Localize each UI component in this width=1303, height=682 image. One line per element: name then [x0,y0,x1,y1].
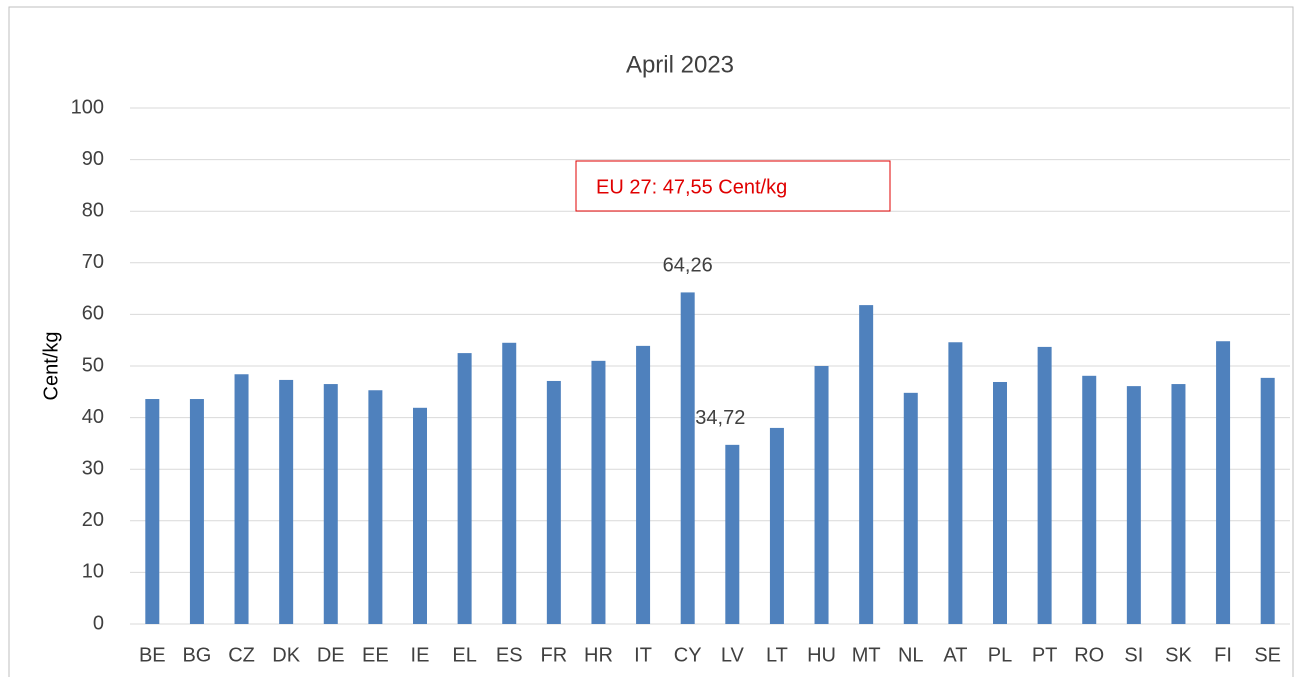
x-tick-label: HR [584,644,613,666]
bar [1037,346,1052,624]
chart-frame [8,6,1294,682]
chart-title: April 2023 [626,51,734,78]
x-tick-label: DK [272,644,300,666]
x-tick-label: LT [766,644,788,666]
y-axis-label: Cent/kg [40,332,62,401]
y-tick-label: 20 [82,509,104,531]
y-tick-label: 60 [82,303,104,325]
x-tick-label: AT [943,644,967,666]
y-tick-label: 10 [82,561,104,583]
bar [145,399,160,624]
x-tick-label: SK [1165,644,1192,666]
bar [546,380,561,624]
x-tick-label: ES [496,644,523,666]
bar [189,399,204,624]
x-tick-label: EL [452,644,476,666]
annotation-box [575,160,891,212]
bar [323,384,338,624]
bar [1082,375,1097,624]
x-tick-label: RO [1074,644,1104,666]
bar [457,353,472,624]
y-tick-label: 100 [71,96,104,118]
x-tick-label: IE [411,644,430,666]
y-tick-label: 50 [82,354,104,376]
y-tick-label: 40 [82,406,104,428]
bar [591,360,606,624]
x-tick-label: NL [898,644,924,666]
bar [1260,377,1275,624]
bar [725,444,740,624]
x-tick-label: BE [139,644,166,666]
bar [814,366,829,624]
x-tick-label: FR [541,644,568,666]
bar [1126,386,1141,624]
y-tick-label: 80 [82,199,104,221]
x-tick-label: HU [807,644,836,666]
x-tick-label: FI [1214,644,1232,666]
bar [234,374,249,624]
x-tick-label: LV [721,644,745,666]
x-tick-label: PL [988,644,1012,666]
bar [636,345,651,624]
bar [413,407,427,624]
bar [769,427,784,624]
bar [903,392,918,624]
x-tick-label: CZ [228,644,255,666]
data-label: 64,26 [663,255,713,277]
bar [993,381,1007,624]
x-tick-label: BG [182,644,211,666]
bar [279,379,294,624]
x-tick-label: SI [1124,644,1143,666]
bar [1171,384,1186,624]
x-tick-label: DE [317,644,345,666]
annotation: EU 27: 47,55 Cent/kg [596,176,787,198]
bar [368,390,383,624]
x-tick-label: CY [674,644,702,666]
y-tick-label: 90 [82,148,104,170]
x-tick-label: SE [1254,644,1281,666]
bar [1216,341,1231,624]
y-tick-label: 30 [82,457,104,479]
bar [680,292,695,624]
bar [948,342,963,624]
x-tick-label: EE [362,644,389,666]
x-tick-label: MT [852,644,881,666]
x-tick-label: IT [634,644,652,666]
bar [859,305,874,624]
data-label: 34,72 [695,407,745,429]
x-tick-label: PT [1032,644,1058,666]
bar [502,342,517,624]
y-tick-label: 70 [82,251,104,273]
y-tick-label: 0 [93,612,104,634]
